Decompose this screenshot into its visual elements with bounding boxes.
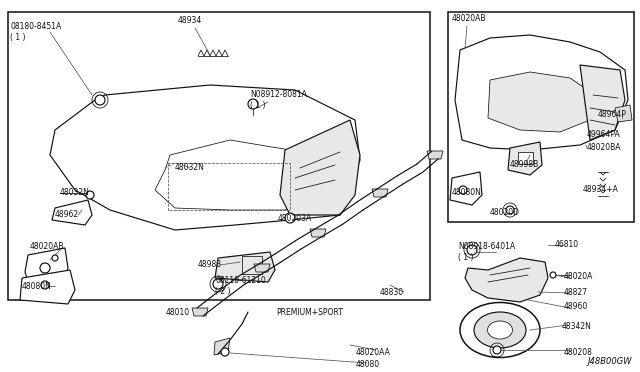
Text: 48960: 48960 <box>564 302 588 311</box>
Circle shape <box>213 279 223 289</box>
Bar <box>8 12 430 300</box>
Polygon shape <box>254 264 270 272</box>
Bar <box>448 12 634 222</box>
Polygon shape <box>215 252 275 282</box>
Text: 48964P: 48964P <box>598 110 627 119</box>
Text: 48020AA: 48020AA <box>356 348 391 357</box>
Polygon shape <box>214 338 230 355</box>
Polygon shape <box>52 200 92 225</box>
Polygon shape <box>155 140 310 210</box>
Circle shape <box>41 281 49 289</box>
Bar <box>518 152 533 164</box>
Polygon shape <box>615 105 632 122</box>
Text: 48020D: 48020D <box>490 208 520 217</box>
Text: 48342N: 48342N <box>562 322 592 331</box>
Text: 08180-8451A
( 1 ): 08180-8451A ( 1 ) <box>10 22 61 42</box>
Text: 48020AB: 48020AB <box>452 14 486 23</box>
Text: 48962: 48962 <box>55 210 79 219</box>
Text: 48032N: 48032N <box>60 188 90 197</box>
Text: 48827: 48827 <box>564 288 588 297</box>
Text: 480208: 480208 <box>564 348 593 357</box>
Text: 48080N: 48080N <box>452 188 482 197</box>
Polygon shape <box>372 189 388 197</box>
Circle shape <box>248 99 258 109</box>
Text: 480203A: 480203A <box>278 214 312 223</box>
Text: 48010: 48010 <box>166 308 190 317</box>
Polygon shape <box>50 85 360 230</box>
Ellipse shape <box>488 321 513 339</box>
Polygon shape <box>20 270 75 304</box>
Polygon shape <box>310 229 326 237</box>
Circle shape <box>95 95 105 105</box>
Circle shape <box>550 272 556 278</box>
Text: PREMIUM+SPORT: PREMIUM+SPORT <box>276 308 344 317</box>
Text: 48080N: 48080N <box>22 282 52 291</box>
Polygon shape <box>192 308 208 316</box>
Polygon shape <box>455 35 628 150</box>
Text: 48080: 48080 <box>356 360 380 369</box>
Text: 48934+A: 48934+A <box>583 185 619 194</box>
Circle shape <box>467 245 477 255</box>
Polygon shape <box>488 72 595 132</box>
Text: 48830: 48830 <box>380 288 404 297</box>
Text: N08918-6401A
( 1 ): N08918-6401A ( 1 ) <box>458 242 515 262</box>
Text: 46810: 46810 <box>555 240 579 249</box>
Text: J48B00GW: J48B00GW <box>588 357 632 366</box>
Polygon shape <box>508 142 542 175</box>
Circle shape <box>221 348 229 356</box>
Text: 48020A: 48020A <box>564 272 593 281</box>
Circle shape <box>506 206 514 214</box>
Circle shape <box>459 186 467 194</box>
Text: 48020AB: 48020AB <box>30 242 65 251</box>
Text: 49964PA: 49964PA <box>587 130 621 139</box>
Text: 48998B: 48998B <box>510 160 540 169</box>
Polygon shape <box>25 248 68 292</box>
Polygon shape <box>580 65 625 140</box>
Ellipse shape <box>474 312 526 348</box>
Polygon shape <box>427 151 443 159</box>
Circle shape <box>40 263 50 273</box>
Text: 48032N: 48032N <box>175 163 205 172</box>
Text: N08912-8081A
( 1 ): N08912-8081A ( 1 ) <box>250 90 307 110</box>
Ellipse shape <box>460 302 540 357</box>
Circle shape <box>285 213 295 223</box>
Text: 48988: 48988 <box>198 260 222 269</box>
Bar <box>242 256 262 274</box>
Circle shape <box>86 191 94 199</box>
Text: 08110-61210
( 2 ): 08110-61210 ( 2 ) <box>215 276 266 296</box>
Polygon shape <box>280 120 360 215</box>
Circle shape <box>493 346 501 354</box>
Text: 48934: 48934 <box>178 16 202 25</box>
Polygon shape <box>450 172 482 205</box>
Polygon shape <box>465 258 548 302</box>
Text: 48020BA: 48020BA <box>587 143 621 152</box>
Circle shape <box>52 255 58 261</box>
